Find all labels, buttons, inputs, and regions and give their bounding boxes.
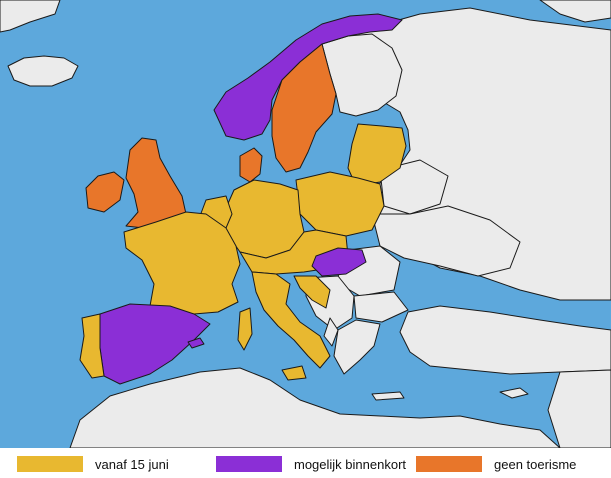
baltics xyxy=(347,123,407,187)
legend-label: geen toerisme xyxy=(494,456,577,472)
land-layer xyxy=(0,0,611,448)
legend-item-vanaf-15-juni: vanaf 15 juni xyxy=(17,455,169,473)
legend-item-mogelijk-binnenkort: mogelijk binnenkort xyxy=(216,455,406,473)
portugal xyxy=(79,313,105,379)
norway xyxy=(213,13,403,141)
sicily xyxy=(281,365,307,381)
ukraine xyxy=(371,205,521,277)
legend: vanaf 15 juni mogelijk binnenkort geen t… xyxy=(0,448,611,478)
italy xyxy=(251,271,331,369)
hungary xyxy=(311,247,367,277)
balearic xyxy=(187,337,205,349)
iceland xyxy=(7,55,79,87)
legend-item-geen-toerisme: geen toerisme xyxy=(416,455,576,473)
poland xyxy=(295,171,385,237)
croatia xyxy=(293,275,331,309)
north-africa xyxy=(69,367,561,448)
ireland xyxy=(85,171,125,213)
denmark xyxy=(239,147,263,183)
arctic-islands xyxy=(539,0,611,23)
greece xyxy=(333,319,381,375)
bulgaria xyxy=(353,291,409,323)
legend-swatch-yellow xyxy=(17,456,83,472)
sweden xyxy=(271,43,337,173)
sardinia xyxy=(237,307,253,351)
legend-swatch-purple xyxy=(216,456,282,472)
middle-east xyxy=(547,369,611,448)
map-svg xyxy=(0,0,611,448)
greenland xyxy=(0,0,61,33)
legend-label: vanaf 15 juni xyxy=(95,456,169,472)
albania xyxy=(323,317,339,347)
legend-label: mogelijk binnenkort xyxy=(294,456,407,472)
france xyxy=(123,211,241,315)
europe-map xyxy=(0,0,611,448)
cyprus xyxy=(499,387,529,399)
crete xyxy=(371,391,405,401)
legend-swatch-orange xyxy=(416,456,482,472)
